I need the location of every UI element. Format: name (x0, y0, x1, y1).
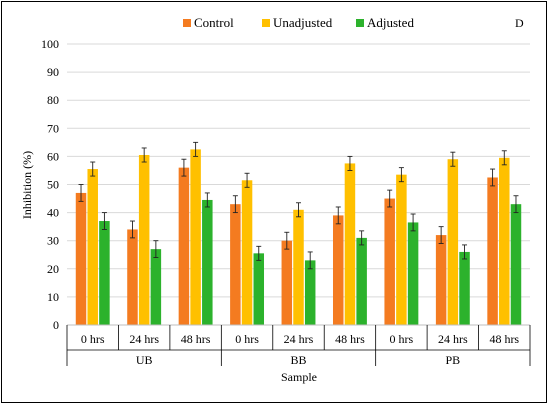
bar-unadjusted-8 (499, 157, 510, 325)
bar-unadjusted-7 (447, 159, 459, 325)
legend-swatch (262, 19, 270, 27)
legend-swatch (356, 19, 364, 27)
panel-label: D (515, 16, 524, 30)
error-bar (284, 231, 290, 250)
error-bar (450, 151, 456, 167)
error-bar (501, 150, 507, 166)
x-tick-label: 48 hrs (335, 332, 365, 346)
error-bars (78, 141, 519, 270)
x-axis: 0 hrs 24 hrs 48 hrs UB 0 hrs 24 hrs 48 hrs BB 0 … (66, 324, 531, 367)
bar-adjusted-1 (150, 249, 162, 325)
error-bar (101, 212, 107, 230)
legend-label: Adjusted (367, 15, 414, 30)
legend-item-adjusted: Adjusted (356, 15, 414, 30)
y-tick-label: 20 (47, 262, 59, 276)
error-bar (244, 172, 250, 188)
bar-unadjusted-4 (293, 209, 304, 325)
bar-adjusted-3 (253, 253, 265, 325)
x-tick-label: 24 hrs (129, 332, 159, 346)
legend: Control Unadjusted Adjusted (183, 15, 414, 30)
legend-label: Unadjusted (273, 15, 333, 30)
error-bar (193, 141, 199, 157)
error-bar (153, 240, 159, 259)
y-tick-label: 40 (47, 206, 59, 220)
bar-adjusted-0 (99, 221, 110, 325)
bar-unadjusted-0 (87, 169, 98, 325)
bar-unadjusted-6 (396, 174, 407, 325)
bar-unadjusted-2 (190, 149, 201, 325)
y-tick-label: 80 (47, 93, 59, 107)
error-bar (204, 192, 210, 208)
error-bar (462, 244, 468, 260)
error-bar (256, 245, 262, 261)
bar-unadjusted-5 (344, 163, 356, 325)
error-bar (296, 202, 301, 218)
bars (75, 149, 522, 325)
bar-control-0 (75, 192, 87, 325)
y-axis-title: Inhibition (%) (20, 151, 34, 219)
bar-adjusted-2 (202, 199, 213, 325)
x-axis-title: Sample (281, 370, 317, 384)
error-bar (232, 195, 238, 214)
bar-adjusted-6 (407, 222, 419, 325)
x-tick-label: 0 hrs (81, 332, 105, 346)
y-tick-label: 50 (47, 178, 59, 192)
legend-label: Control (194, 15, 234, 30)
bar-adjusted-7 (459, 251, 470, 325)
x-tick-label: 48 hrs (489, 332, 519, 346)
error-bar (129, 220, 135, 239)
error-bar (490, 168, 496, 187)
group-label: PB (445, 353, 460, 367)
error-bar (90, 161, 96, 177)
y-tick-label: 60 (47, 149, 59, 163)
x-tick-label: 0 hrs (235, 332, 259, 346)
legend-swatch (183, 19, 191, 27)
y-tick-label: 10 (47, 290, 59, 304)
bar-control-4 (281, 240, 293, 325)
error-bar (359, 230, 365, 246)
y-tick-label: 70 (47, 121, 59, 135)
error-bar (78, 184, 84, 202)
bar-adjusted-5 (356, 237, 367, 325)
x-tick-label: 24 hrs (284, 332, 314, 346)
bar-control-2 (178, 167, 190, 325)
error-bar (335, 206, 341, 225)
legend-item-control: Control (183, 15, 234, 30)
bar-control-5 (332, 215, 344, 325)
y-axis-ticks: 0 10 20 30 40 50 60 70 80 90 100 (41, 37, 59, 332)
bar-adjusted-4 (304, 260, 316, 325)
group-label: BB (290, 353, 306, 367)
error-bar (438, 226, 444, 244)
x-tick-label: 0 hrs (390, 332, 414, 346)
bar-control-3 (230, 204, 241, 325)
error-bar (398, 167, 404, 183)
group-label: UB (136, 353, 153, 367)
error-bar (141, 147, 147, 163)
bar-control-6 (384, 198, 395, 325)
y-tick-label: 0 (53, 318, 59, 332)
error-bar (513, 195, 519, 214)
bar-control-8 (487, 177, 498, 325)
bar-unadjusted-1 (138, 154, 150, 325)
bar-control-7 (435, 235, 447, 325)
bar-control-1 (127, 229, 138, 325)
error-bar (387, 189, 393, 208)
y-tick-label: 90 (47, 65, 59, 79)
bar-adjusted-8 (510, 204, 522, 325)
legend-item-unadjusted: Unadjusted (262, 15, 333, 30)
x-tick-label: 48 hrs (181, 332, 211, 346)
error-bar (181, 158, 187, 177)
error-bar (410, 213, 416, 232)
error-bar (307, 251, 313, 270)
y-tick-label: 100 (41, 37, 59, 51)
bar-unadjusted-3 (241, 180, 253, 325)
error-bar (347, 155, 353, 171)
y-tick-label: 30 (47, 234, 59, 248)
x-tick-label: 24 hrs (438, 332, 468, 346)
